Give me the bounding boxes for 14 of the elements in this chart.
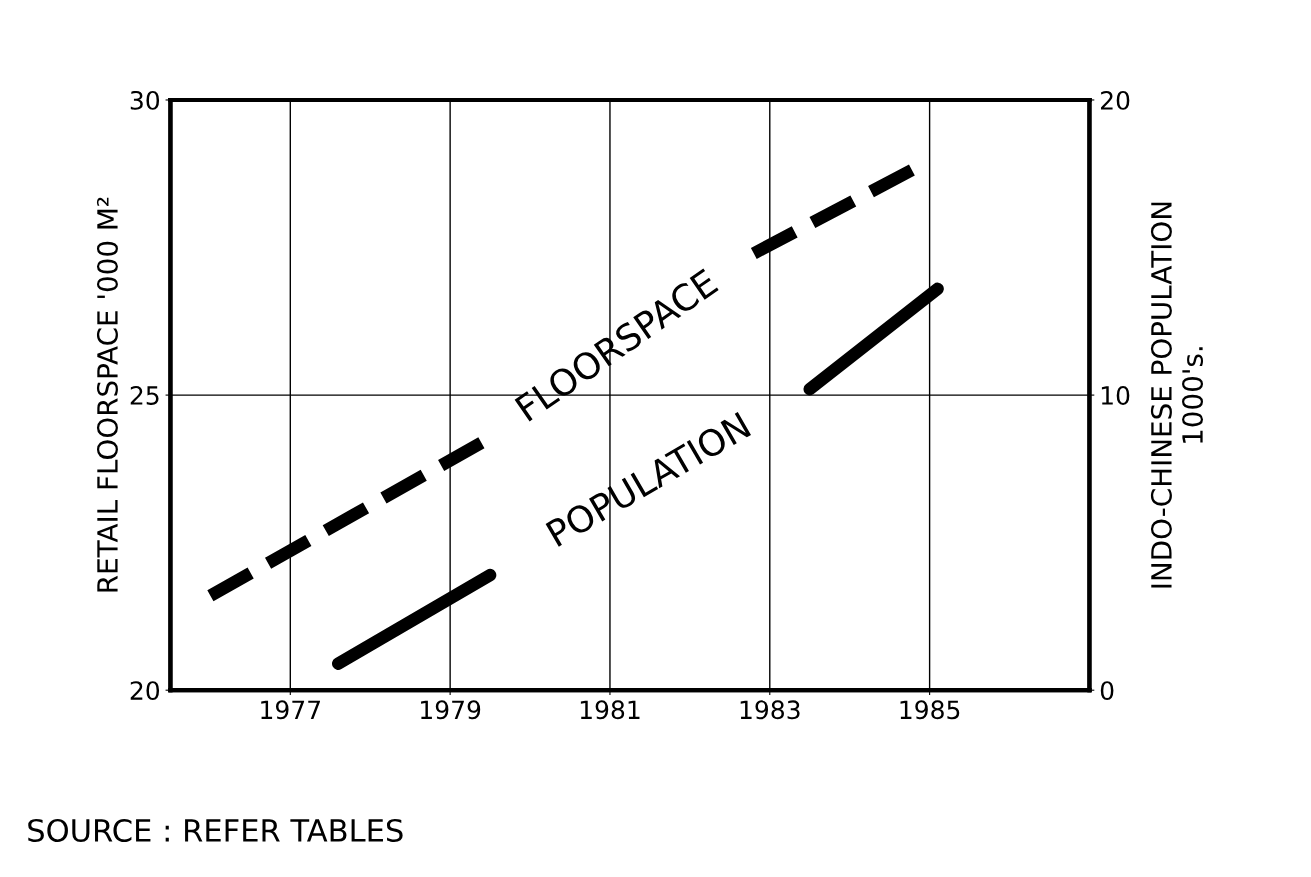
x-tick-label: 1985 [900, 700, 960, 720]
x-tick-label: 1983 [740, 700, 800, 720]
y2-tick-label: 10 [1101, 386, 1130, 405]
x-tick-label: 1979 [421, 700, 481, 720]
source-note: SOURCE : REFER TABLES [28, 818, 403, 843]
y2-tick-label: 0 [1100, 681, 1114, 701]
y-axis-title: RETAIL FLOORSPACE '000 M² [96, 197, 118, 592]
x-tick-label: 1977 [261, 700, 320, 720]
y-tick-label: 25 [130, 386, 159, 405]
y-tick-label: 30 [130, 90, 160, 110]
y2-tick-label: 20 [1101, 90, 1130, 110]
y2-axis-title: INDO-CHINESE POPULATION 1000's. [1150, 202, 1204, 588]
x-tick-label: 1981 [580, 700, 640, 720]
y-tick-label: 20 [130, 681, 160, 701]
